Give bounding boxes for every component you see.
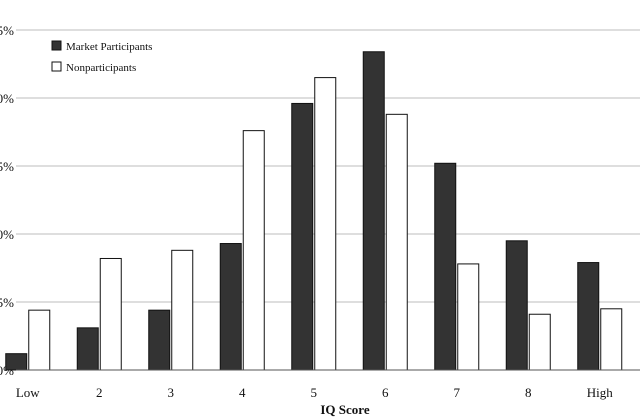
bar-nonparticipants <box>600 308 623 371</box>
x-tick-label: 3 <box>168 385 175 400</box>
y-tick-label: 15% <box>0 159 14 174</box>
bar-nonparticipants <box>457 263 480 371</box>
legend-swatch-nonparticipants <box>51 61 62 72</box>
bar-market-participants <box>76 327 99 371</box>
bar-nonparticipants <box>28 309 51 371</box>
bar-market-participants <box>219 243 242 371</box>
bar-nonparticipants <box>171 249 194 371</box>
bar-market-participants <box>148 309 171 371</box>
bar-nonparticipants <box>385 113 408 371</box>
x-axis-ticks: Low 2 3 4 5 6 7 8 High <box>16 385 613 400</box>
y-tick-label: 20% <box>0 91 14 106</box>
bar-market-participants <box>5 353 28 371</box>
bar-market-participants <box>577 262 600 371</box>
x-axis-title: IQ Score <box>320 402 369 417</box>
y-tick-label: 25% <box>0 23 14 38</box>
x-tick-label: 4 <box>239 385 246 400</box>
bar-nonparticipants <box>314 77 337 371</box>
bar-market-participants <box>291 102 314 371</box>
x-tick-label: 6 <box>382 385 389 400</box>
y-tick-label: 10% <box>0 227 14 242</box>
bar-nonparticipants <box>99 257 122 371</box>
x-tick-label: High <box>587 385 614 400</box>
y-tick-label: 5% <box>0 295 14 310</box>
legend-label-nonparticipants: Nonparticipants <box>66 62 136 74</box>
bar-nonparticipants <box>242 130 265 371</box>
x-tick-label: Low <box>16 385 40 400</box>
bar-market-participants <box>434 162 457 371</box>
x-tick-label: 2 <box>96 385 103 400</box>
y-axis-ticks: 0%5%10%15%20%25% <box>0 23 14 378</box>
legend-swatch-market-participants <box>51 40 62 51</box>
legend-label-market-participants: Market Participants <box>66 41 152 53</box>
bars <box>5 51 623 371</box>
bar-nonparticipants <box>528 313 551 371</box>
x-tick-label: 5 <box>311 385 318 400</box>
legend: Market Participants Nonparticipants <box>51 40 152 74</box>
x-tick-label: 8 <box>525 385 532 400</box>
bar-market-participants <box>505 240 528 371</box>
bar-market-participants <box>362 51 385 371</box>
x-tick-label: 7 <box>454 385 461 400</box>
